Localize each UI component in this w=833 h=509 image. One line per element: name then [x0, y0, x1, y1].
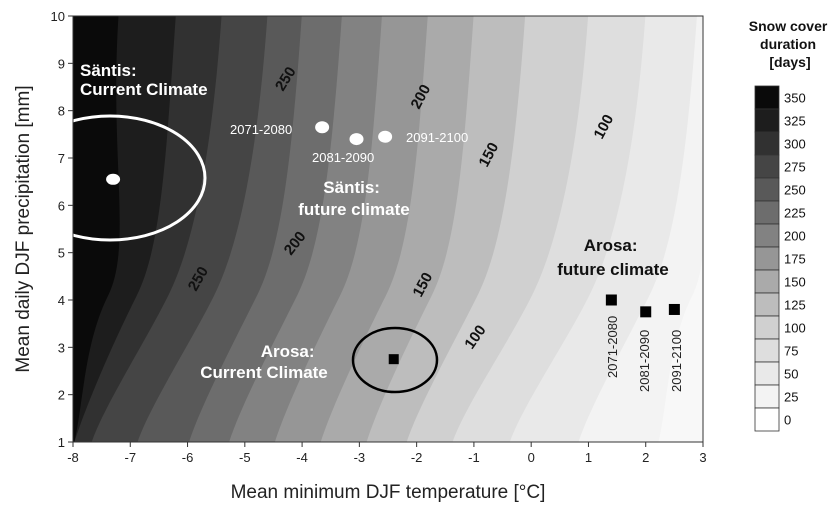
y-axis-label: Mean daily DJF precipitation [mm] [13, 85, 34, 372]
y-axis-ticks: 1 2 3 4 5 6 7 8 9 10 [51, 9, 73, 450]
santis-future-line-1: Säntis: [323, 178, 380, 197]
legend-label-275: 275 [784, 160, 806, 175]
y-tick-label: 9 [58, 56, 65, 71]
y-tick-label: 4 [58, 293, 65, 308]
santis-current-line-1: Säntis: [80, 61, 137, 80]
arosa-future-point-1 [640, 306, 652, 318]
band-350 [73, 16, 120, 442]
legend-label-125: 125 [784, 298, 806, 313]
legend-title-line-2: duration [760, 36, 816, 52]
santis-current-ellipse [73, 114, 207, 242]
legend-label-350: 350 [784, 91, 806, 106]
y-tick-label: 7 [58, 151, 65, 166]
y-tick-label: 3 [58, 340, 65, 355]
legend-title-line-3: [days] [769, 54, 810, 70]
legend-label-75: 75 [784, 344, 798, 359]
legend-label-200: 200 [784, 229, 806, 244]
santis-period-label-2081: 2081-2090 [312, 150, 374, 165]
santis-future-point-0 [315, 121, 330, 134]
arosa-future-line-1: Arosa: [584, 236, 638, 255]
santis-future-point-2 [378, 130, 393, 143]
legend-label-25: 25 [784, 390, 798, 405]
legend-swatch-50 [754, 361, 780, 386]
x-tick-label: -4 [296, 450, 308, 465]
santis-current-line-2: Current Climate [80, 80, 208, 99]
legend-swatch-225 [754, 200, 780, 225]
legend-swatch-125 [754, 292, 780, 317]
x-tick-label: -3 [354, 450, 366, 465]
legend-swatch-150 [754, 269, 780, 294]
legend-title-line-1: Snow cover [749, 18, 828, 34]
plot-frame [72, 15, 704, 443]
x-tick-label: -8 [67, 450, 79, 465]
arosa-period-label-2081: 2081-2090 [637, 330, 652, 392]
legend-swatch-250 [754, 177, 780, 202]
santis-future-point-1 [349, 133, 364, 146]
legend-swatch-25 [754, 384, 780, 409]
x-tick-label: 0 [528, 450, 535, 465]
y-tick-label: 5 [58, 246, 65, 261]
arosa-period-label-2071: 2071-2080 [605, 316, 620, 378]
scenario-points [106, 121, 680, 365]
santis-future-line-2: future climate [298, 200, 409, 219]
arosa-current-line-1: Arosa: [261, 342, 315, 361]
legend-label-50: 50 [784, 367, 798, 382]
y-tick-label: 8 [58, 104, 65, 119]
arosa-current-ellipse [351, 326, 439, 394]
legend-swatch-350 [754, 85, 780, 110]
legend-label-325: 325 [784, 114, 806, 129]
legend-label-175: 175 [784, 252, 806, 267]
arosa-period-label-2091: 2091-2100 [669, 330, 684, 392]
y-tick-label: 10 [51, 9, 65, 24]
x-tick-label: -5 [239, 450, 251, 465]
legend-label-250: 250 [784, 183, 806, 198]
legend-swatch-100 [754, 315, 780, 340]
santis-period-label-2071: 2071-2080 [230, 122, 292, 137]
arosa-current-line-2: Current Climate [200, 363, 328, 382]
x-axis-label: Mean minimum DJF temperature [°C] [231, 482, 546, 503]
x-tick-label: -6 [182, 450, 194, 465]
legend-label-150: 150 [784, 275, 806, 290]
x-tick-label: 3 [699, 450, 706, 465]
santis-current-label: Säntis: Current Climate [80, 61, 208, 99]
legend-swatch-200 [754, 223, 780, 248]
x-tick-label: 1 [585, 450, 592, 465]
legend-swatch-0 [754, 407, 780, 432]
x-tick-label: -1 [468, 450, 480, 465]
legend-swatch-75 [754, 338, 780, 363]
legend-label-300: 300 [784, 137, 806, 152]
ellipse-overlays [73, 114, 439, 394]
arosa-future-label: Arosa: future climate [557, 236, 668, 279]
santis-current-point [106, 173, 121, 185]
arosa-future-line-2: future climate [557, 260, 668, 279]
legend-label-225: 225 [784, 206, 806, 221]
legend-swatch-325 [754, 108, 780, 133]
arosa-future-point-0 [605, 294, 617, 306]
arosa-future-point-2 [668, 303, 680, 315]
y-tick-label: 1 [58, 435, 65, 450]
legend-label-0: 0 [784, 413, 791, 428]
arosa-current-label: Arosa: Current Climate [200, 342, 328, 382]
legend-swatch-175 [754, 246, 780, 271]
legend-swatch-275 [754, 154, 780, 179]
santis-future-label: Säntis: future climate [298, 178, 409, 219]
x-tick-label: -7 [124, 450, 136, 465]
contour-bands [73, 16, 703, 442]
arosa-current-point [388, 354, 399, 365]
santis-period-label-2091: 2091-2100 [406, 130, 468, 145]
x-tick-label: -2 [411, 450, 423, 465]
y-tick-label: 2 [58, 388, 65, 403]
legend-swatch-300 [754, 131, 780, 156]
y-tick-label: 6 [58, 198, 65, 213]
x-tick-label: 2 [642, 450, 649, 465]
x-axis-ticks: -8 -7 -6 -5 -4 -3 -2 -1 0 1 2 3 [67, 442, 707, 465]
legend-label-100: 100 [784, 321, 806, 336]
legend-title: Snow cover duration [days] [749, 18, 831, 70]
